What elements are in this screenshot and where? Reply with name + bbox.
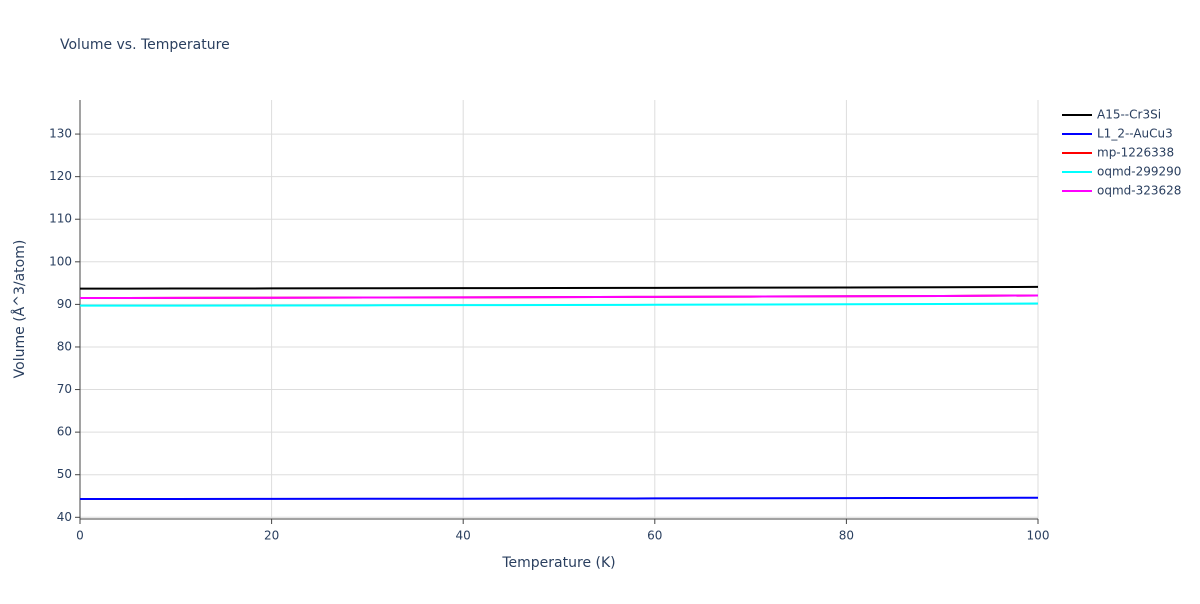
y-tick-label: 100 xyxy=(49,254,72,268)
x-axis-label: Temperature (K) xyxy=(501,555,615,571)
y-tick-label: 120 xyxy=(49,169,72,183)
x-tick-label: 20 xyxy=(264,529,279,543)
y-tick-label: 60 xyxy=(57,425,72,439)
x-tick-label: 0 xyxy=(76,529,84,543)
x-tick-label: 100 xyxy=(1027,529,1050,543)
y-tick-label: 40 xyxy=(57,510,72,524)
legend-label: oqmd-323628 xyxy=(1097,184,1181,198)
y-axis-label: Volume (Å^3/atom) xyxy=(11,240,28,379)
legend-label: A15--Cr3Si xyxy=(1097,108,1161,122)
legend-label: oqmd-299290 xyxy=(1097,165,1181,179)
y-tick-label: 80 xyxy=(57,339,72,353)
y-tick-label: 110 xyxy=(49,212,72,226)
chart-title: Volume vs. Temperature xyxy=(60,37,230,53)
y-tick-label: 70 xyxy=(57,382,72,396)
x-tick-label: 80 xyxy=(839,529,854,543)
x-tick-label: 40 xyxy=(456,529,471,543)
y-tick-label: 50 xyxy=(57,467,72,481)
series-line xyxy=(79,302,1039,307)
series-line xyxy=(79,285,1039,290)
x-tick-label: 60 xyxy=(647,529,662,543)
series-line xyxy=(79,496,1039,500)
legend-label: mp-1226338 xyxy=(1097,146,1174,160)
legend-label: L1_2--AuCu3 xyxy=(1097,127,1173,141)
y-tick-label: 90 xyxy=(57,297,72,311)
series-line xyxy=(79,294,1039,300)
y-tick-label: 130 xyxy=(49,127,72,141)
